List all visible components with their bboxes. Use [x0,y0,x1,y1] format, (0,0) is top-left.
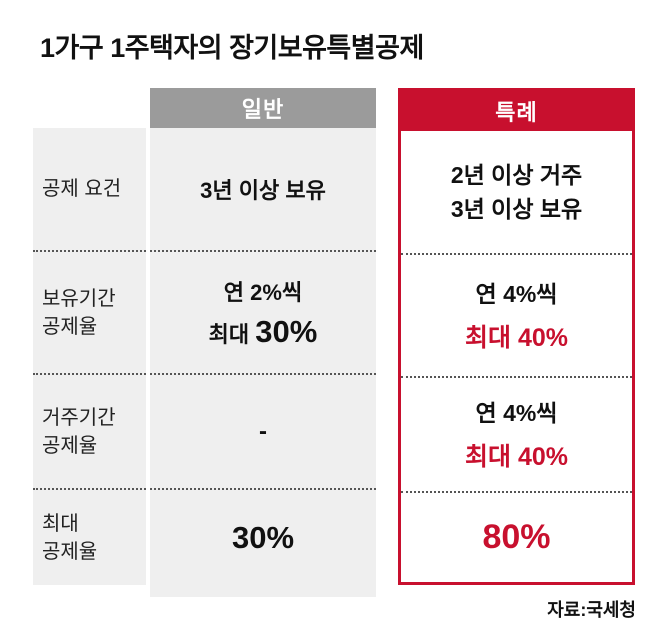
general-column-header: 일반 [150,88,376,128]
general-holding-rate-line1: 연 2%씩 [223,280,303,305]
special-column: 특례 2년 이상 거주 3년 이상 보유 연 4%씩 최대 40% 연 4%씩 … [398,88,635,585]
row-label-holding-rate: 보유기간 공제율 [33,252,146,375]
source-credit: 자료:국세청 [547,600,636,620]
special-holding-rate-line1: 연 4%씩 [475,280,558,307]
general-residence-rate-value: - [259,417,267,445]
general-holding-rate-line2: 최대 30% [209,314,318,350]
special-residence-rate-cell: 연 4%씩 최대 40% [401,378,632,493]
comparison-table: 공제 요건 보유기간 공제율 거주기간 공제율 최대 공제율 일반 3년 이상 … [33,88,635,597]
general-max-rate-value: 30% [231,519,295,555]
general-requirement-value: 3년 이상 보유 [200,178,326,203]
special-requirement-cell: 2년 이상 거주 3년 이상 보유 [401,131,632,255]
general-requirement-cell: 3년 이상 보유 [150,128,376,252]
row-labels-column: 공제 요건 보유기간 공제율 거주기간 공제율 최대 공제율 [33,128,146,585]
special-residence-rate-line2: 최대 40% [465,443,568,472]
general-max-value: 30% [255,314,318,349]
special-residence-rate-line1: 연 4%씩 [475,399,558,426]
general-column-tail [150,585,376,597]
row-label-max-rate: 최대 공제율 [42,512,98,563]
special-max-rate-value: 80% [482,518,551,556]
general-column-body: 3년 이상 보유 연 2%씩 최대 30% - 30% [150,128,376,585]
row-label-residence-rate: 거주기간 공제율 [33,375,146,490]
general-holding-rate-cell: 연 2%씩 최대 30% [150,252,376,375]
general-max-rate-cell: 30% [150,490,376,585]
page-title: 1가구 1주택자의 장기보유특별공제 [40,33,424,63]
special-requirement-value: 2년 이상 거주 3년 이상 보유 [450,161,583,223]
general-column: 일반 3년 이상 보유 연 2%씩 최대 30% - 30% [150,88,376,597]
general-residence-rate-cell: - [150,375,376,490]
general-max-label: 최대 [208,322,256,347]
special-max-rate-cell: 80% [401,493,632,582]
row-label-requirement: 공제 요건 [33,128,146,252]
special-column-header: 특례 [401,91,632,131]
special-holding-rate-line2: 최대 40% [465,324,568,353]
special-holding-rate-cell: 연 4%씩 최대 40% [401,255,632,378]
